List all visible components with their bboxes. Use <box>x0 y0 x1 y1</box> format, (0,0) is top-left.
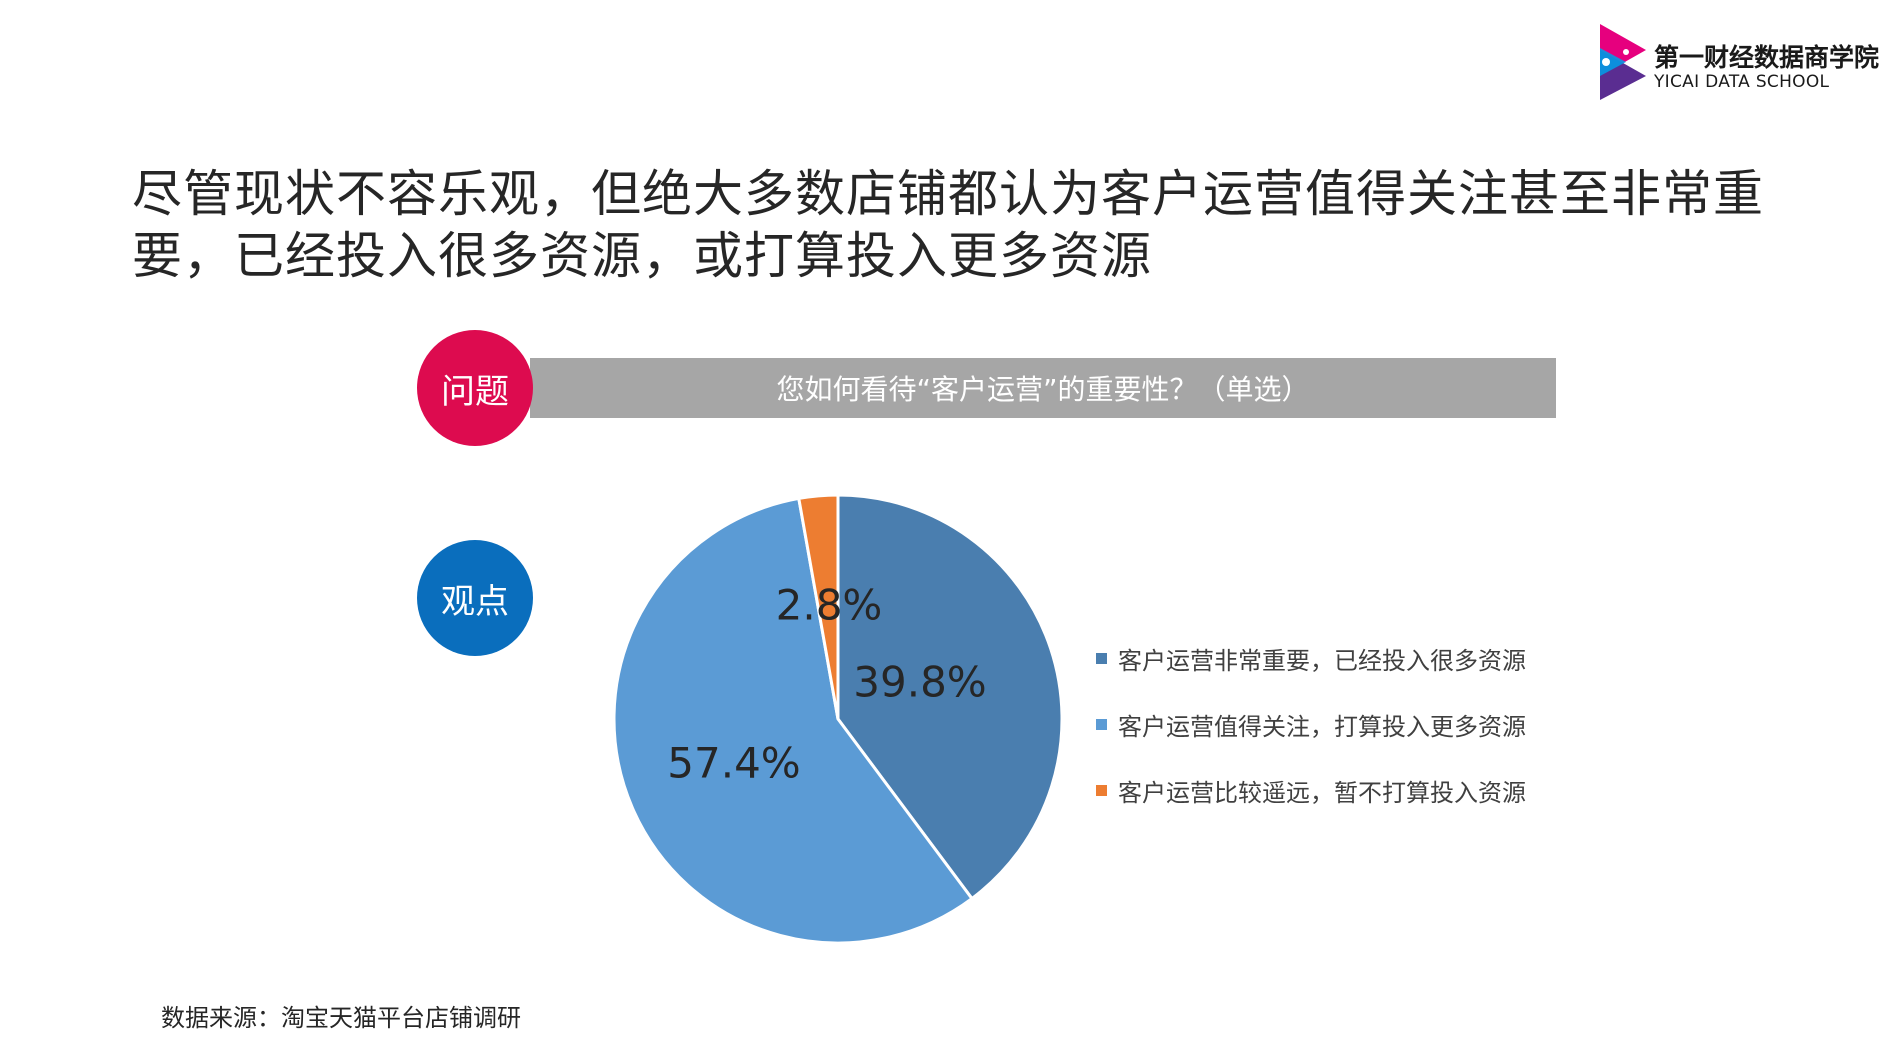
logo: 第一财经数据商学院 YICAI DATA SCHOOL <box>1596 22 1886 102</box>
logo-text-cn: 第一财经数据商学院 <box>1654 43 1880 72</box>
page-title: 尽管现状不容乐观，但绝大多数店铺都认为客户运营值得关注甚至非常重要，已经投入很多… <box>132 165 1764 285</box>
pie-slice <box>836 493 1064 901</box>
pie-slice <box>612 496 975 945</box>
legend-item: 客户运营值得关注，打算投入更多资源 <box>1096 691 1526 757</box>
legend-label: 客户运营非常重要，已经投入很多资源 <box>1118 646 1526 675</box>
pie-data-label: 2.8% <box>776 581 883 630</box>
question-bar: 您如何看待“客户运营”的重要性？（单选） <box>530 358 1556 418</box>
legend-label: 客户运营比较遥远，暂不打算投入资源 <box>1118 778 1526 807</box>
question-badge: 问题 <box>417 330 533 446</box>
legend-item: 客户运营非常重要，已经投入很多资源 <box>1096 625 1526 691</box>
question-text: 您如何看待“客户运营”的重要性？（单选） <box>776 373 1310 406</box>
legend-swatch <box>1096 784 1107 796</box>
legend-label: 客户运营值得关注，打算投入更多资源 <box>1118 712 1526 741</box>
legend-swatch <box>1096 652 1107 664</box>
chart-legend: 客户运营非常重要，已经投入很多资源 客户运营值得关注，打算投入更多资源 客户运营比较… <box>1096 625 1526 823</box>
legend-swatch <box>1096 718 1107 730</box>
pie-data-label: 57.4% <box>667 739 800 788</box>
viewpoint-badge: 观点 <box>417 540 533 656</box>
pie-data-label: 39.8% <box>853 658 986 707</box>
logo-mark-icon <box>1600 24 1646 100</box>
legend-item: 客户运营比较遥远，暂不打算投入资源 <box>1096 757 1526 823</box>
data-source-note: 数据来源：淘宝天猫平台店铺调研 <box>161 1004 521 1032</box>
logo-text-en: YICAI DATA SCHOOL <box>1654 72 1830 92</box>
pie-slice <box>797 493 840 720</box>
